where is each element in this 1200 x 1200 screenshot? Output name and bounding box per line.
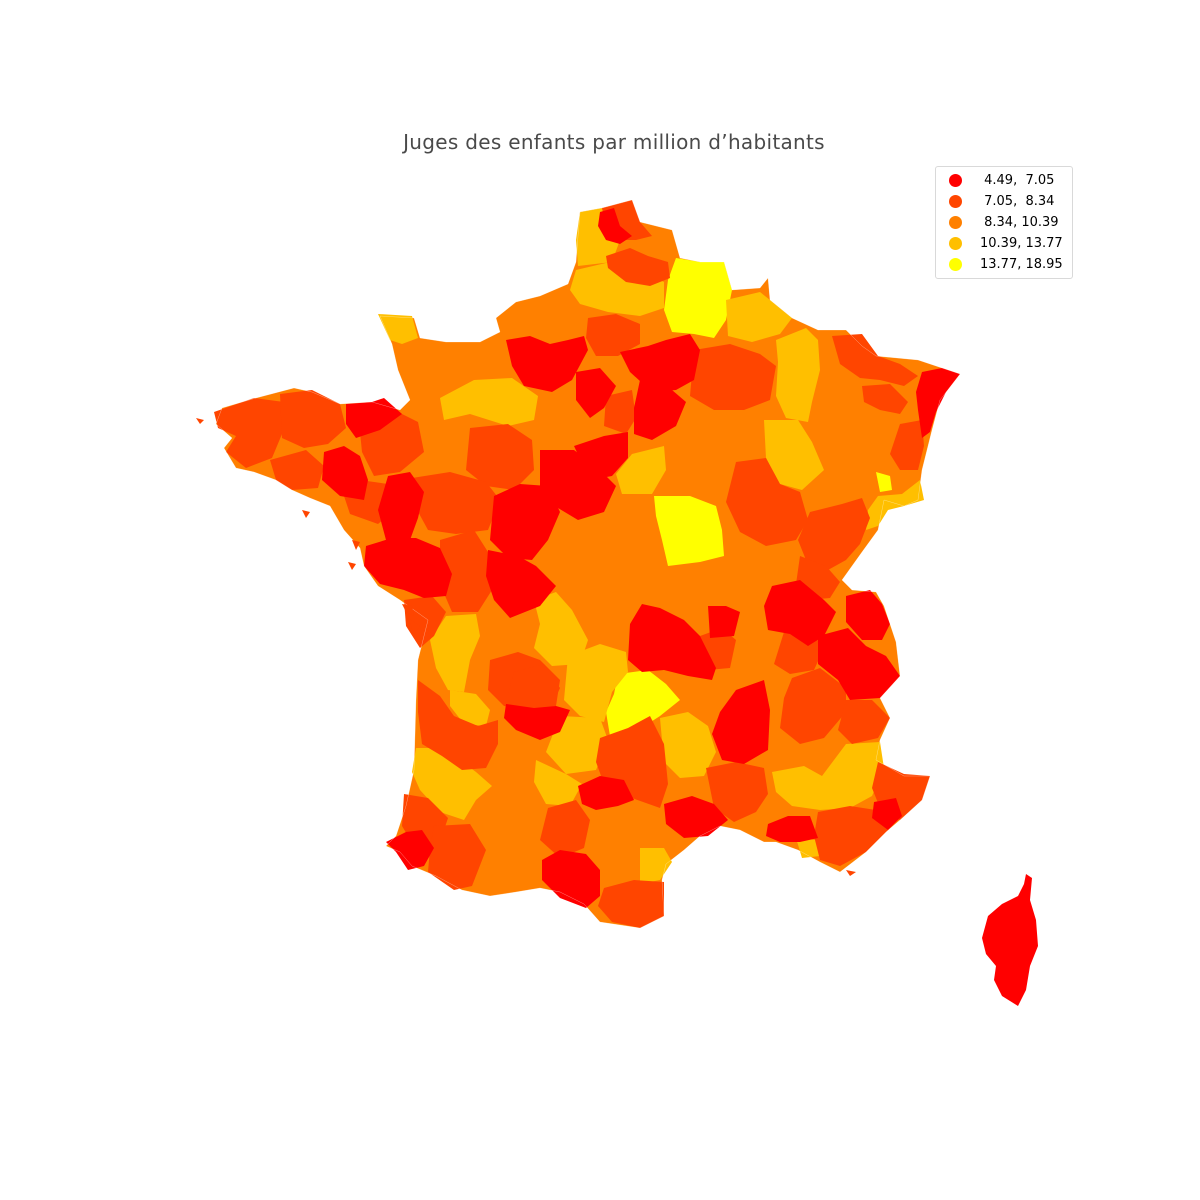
legend-swatch-amber: [949, 237, 962, 250]
department-borders: [215, 199, 961, 929]
region-amber-somme: [576, 208, 620, 266]
region-amber-ardeche: [660, 712, 716, 778]
region-amber-vendee: [430, 614, 480, 692]
region-red-cotes-armor-coast: [346, 398, 402, 438]
region-orangered-cote-dor: [726, 458, 808, 546]
region-orangered-vosges: [862, 384, 908, 414]
region-orangered-drome: [780, 668, 846, 744]
region-orangered-jura: [798, 498, 870, 570]
region-orangered-maine-loire: [412, 472, 500, 534]
region-red-bouches-du-rhone: [766, 816, 818, 842]
region-red-nord-lille: [598, 208, 632, 244]
region-orangered-nord-2: [606, 248, 670, 286]
legend-label: 7.05, 8.34: [980, 194, 1055, 209]
region-red-herault: [664, 796, 728, 838]
region-orangered-tarn: [540, 800, 590, 858]
legend-label: 10.39, 13.77: [980, 236, 1063, 251]
region-red-alpes-de-haute-provence: [872, 798, 902, 830]
region-orangered-gard: [706, 762, 768, 822]
region-orangered-sarthe: [466, 424, 534, 490]
region-amber-meuse: [776, 328, 820, 422]
region-red-rhone: [708, 606, 740, 638]
region-red-morbihan-2: [322, 446, 368, 500]
legend-item: 7.05, 8.34: [936, 191, 1072, 212]
region-orangered-var: [814, 806, 888, 866]
region-red-lot-et-garonne: [504, 704, 570, 740]
region-orangered-finistere: [214, 398, 284, 468]
legend-label: 8.34, 10.39: [980, 215, 1059, 230]
legend: 4.49, 7.05 7.05, 8.34 8.34, 10.39 10.39,…: [935, 166, 1073, 279]
region-red-loire: [712, 680, 770, 764]
region-amber-gironde-coast: [450, 690, 490, 726]
region-red-puy-de-dome: [628, 604, 716, 680]
region-orangered-haut-rhin: [890, 420, 924, 470]
region-orangered-hautes-pyrenees: [428, 824, 486, 890]
region-red-val-oise: [620, 334, 700, 392]
region-orangered-pyrenees-orientales: [598, 880, 664, 928]
region-orangered-charente-maritime: [404, 596, 446, 648]
region-amber-mayenne: [440, 378, 538, 426]
map-title: Juges des enfants par million d’habitant…: [403, 130, 825, 154]
region-red-indre-loire: [490, 484, 560, 560]
legend-swatch-orangered: [949, 195, 962, 208]
region-yellow-cantal: [606, 670, 680, 736]
legend-item: 8.34, 10.39: [936, 212, 1072, 233]
region-red-vendee: [364, 538, 452, 598]
region-red-haute-garonne: [578, 776, 634, 810]
region-orangered-aube: [604, 390, 636, 434]
legend-item: 10.39, 13.77: [936, 233, 1072, 254]
region-amber-vaucluse: [772, 742, 884, 810]
region-amber-lot: [546, 716, 608, 774]
region-orangered-charente: [508, 664, 560, 706]
region-orangered-morbihan: [270, 450, 324, 490]
region-red-eure: [576, 368, 616, 418]
region-red-seine-maritime: [506, 336, 588, 392]
region-amber-yonne: [616, 446, 666, 494]
region-yellow-nievre: [654, 496, 724, 566]
region-red-vienne: [486, 550, 556, 618]
legend-label: 4.49, 7.05: [980, 173, 1055, 188]
region-orangered-gironde: [418, 680, 498, 770]
region-amber-herault-coast: [640, 848, 672, 884]
region-orangered-marne: [690, 344, 776, 410]
legend-swatch-yellow: [949, 258, 962, 271]
region-orangered-moselle: [832, 334, 918, 386]
region-amber-haute-marne: [764, 420, 824, 490]
legend-label: 13.77, 18.95: [980, 257, 1063, 272]
legend-item: 13.77, 18.95: [936, 254, 1072, 275]
region-red-loiret: [574, 432, 628, 480]
region-red-hautes-alpes-savoie: [818, 628, 900, 700]
region-red-loire-atlantique: [378, 472, 424, 540]
region-orangered-hautes-alpes: [838, 700, 890, 744]
legend-item: 4.49, 7.05: [936, 170, 1072, 191]
region-orangered-oise: [586, 314, 640, 356]
region-orangered-cotes-armor: [280, 390, 346, 448]
region-amber-var-coast: [796, 838, 820, 858]
region-yellow-territoire-belfort: [876, 472, 892, 492]
region-red-corse: [982, 874, 1038, 1006]
region-orangered-deux-sevres: [440, 530, 492, 612]
coastal-islands: [196, 418, 856, 876]
region-amber-haute-vienne: [534, 592, 588, 666]
region-amber-correze: [564, 644, 628, 722]
region-red-bas-rhin: [916, 368, 960, 438]
legend-swatch-orange: [949, 216, 962, 229]
region-red-pyrenees-atl-west: [386, 830, 434, 870]
region-red-haute-savoie: [846, 590, 890, 640]
legend-swatch-red: [949, 174, 962, 187]
france-mainland-outline: [216, 200, 960, 928]
region-red-savoie: [764, 580, 836, 646]
region-red-ariege: [542, 850, 600, 908]
region-amber-manche: [378, 314, 418, 344]
region-red-seine-et-marne: [634, 380, 686, 440]
region-amber-tarn-et-garonne: [534, 760, 582, 806]
region-yellow-aisne: [664, 258, 732, 338]
